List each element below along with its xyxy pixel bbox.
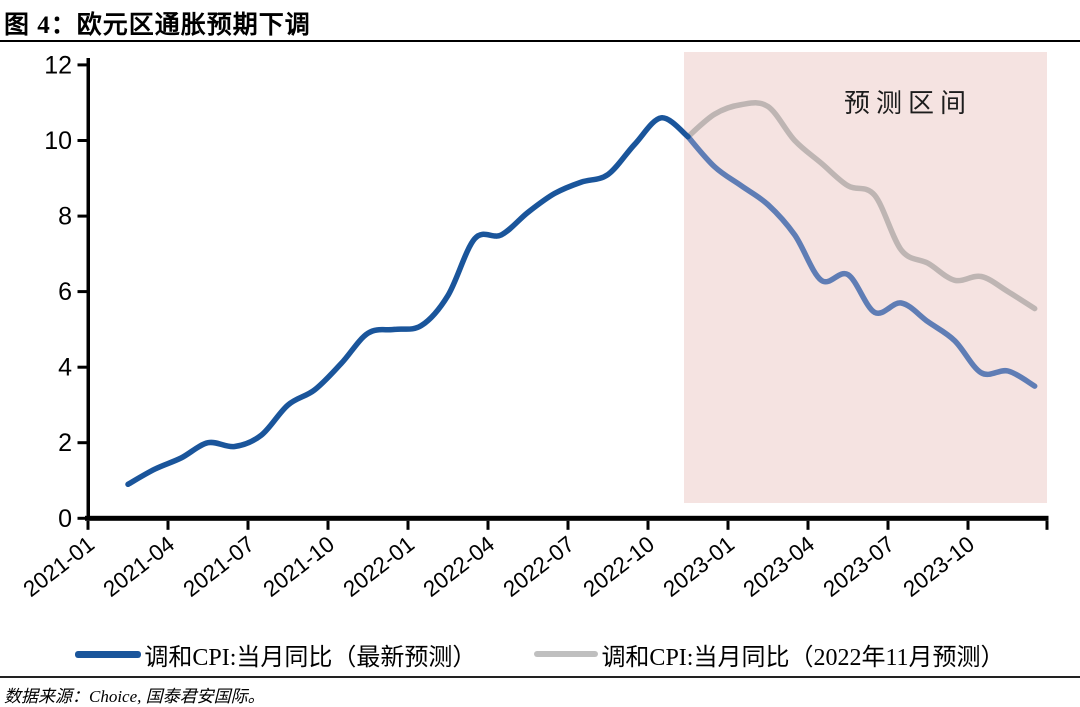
legend-swatch-gray-line — [534, 651, 599, 657]
x-tick-label: 2023-10 — [899, 531, 979, 602]
x-tick-label: 2023-04 — [739, 531, 819, 602]
series-latest-forecast-path — [685, 133, 1038, 389]
x-tick-label: 2022-07 — [499, 531, 579, 602]
x-tick-label: 2023-01 — [659, 531, 739, 602]
y-tick-label: 8 — [58, 203, 72, 231]
x-tick-mark — [806, 520, 810, 530]
y-tick-label: 2 — [58, 429, 72, 457]
x-tick-label: 2022-01 — [339, 531, 419, 602]
x-tick-mark — [406, 520, 410, 530]
y-tick-mark — [77, 139, 87, 142]
forecast-band — [684, 52, 1047, 503]
series-actual-cpi-path — [125, 115, 691, 488]
y-tick-mark — [77, 214, 87, 218]
x-axis-line — [85, 515, 1049, 521]
x-tick-mark — [166, 520, 170, 530]
footer-divider — [0, 676, 1080, 678]
x-tick-label: 2021-10 — [259, 531, 339, 602]
y-tick-label: 0 — [58, 505, 72, 533]
forecast-band-label: 预测区间 — [844, 89, 972, 118]
x-tick-label: 2022-04 — [419, 531, 499, 602]
chart-legend: 调和CPI:当月同比（最新预测） 调和CPI:当月同比（2022年11月预测） — [0, 636, 1080, 672]
y-tick-mark — [77, 365, 87, 369]
forecast-band-rect — [684, 52, 1047, 503]
x-tick-label: 2021-07 — [179, 531, 259, 602]
legend-label-nov2022-forecast: 调和CPI:当月同比（2022年11月预测） — [601, 644, 1005, 671]
x-tick-mark — [566, 520, 570, 530]
x-tick-label: 2022-10 — [579, 531, 659, 602]
legend-label-latest-forecast: 调和CPI:当月同比（最新预测） — [144, 644, 477, 671]
data-source-note: 数据来源：Choice, 国泰君安国际。 — [4, 687, 265, 706]
x-tick-mark — [86, 520, 90, 530]
y-tick-mark — [77, 516, 87, 520]
y-tick-label: 6 — [58, 278, 72, 306]
y-tick-label: 10 — [44, 127, 72, 155]
legend-swatch-blue-line — [75, 650, 142, 658]
x-tick-mark — [486, 520, 490, 530]
x-tick-mark-end — [1045, 520, 1049, 530]
x-tick-mark — [246, 520, 250, 530]
series-nov2022-forecast-path — [685, 100, 1038, 312]
y-axis-line — [86, 58, 90, 520]
y-tick-mark — [77, 290, 87, 294]
legend-item-latest-forecast: 调和CPI:当月同比（最新预测） — [75, 637, 476, 672]
x-tick-label: 2023-07 — [819, 531, 899, 602]
x-tick-mark — [646, 520, 650, 530]
x-tick-mark — [886, 520, 890, 530]
y-tick-mark — [77, 63, 87, 67]
x-tick-mark — [326, 520, 330, 530]
page-title: 图 4：欧元区通胀预期下调 — [4, 12, 311, 39]
x-tick-mark — [726, 520, 730, 530]
chart-series — [125, 100, 1038, 488]
y-tick-label: 4 — [58, 354, 72, 382]
x-tick-label: 2021-01 — [19, 531, 99, 602]
x-tick-mark — [966, 520, 970, 530]
title-divider — [0, 40, 1080, 42]
x-tick-label: 2021-04 — [99, 531, 179, 602]
y-tick-label: 12 — [44, 51, 72, 79]
y-tick-mark — [77, 441, 87, 445]
legend-item-nov2022-forecast: 调和CPI:当月同比（2022年11月预测） — [534, 637, 1005, 672]
